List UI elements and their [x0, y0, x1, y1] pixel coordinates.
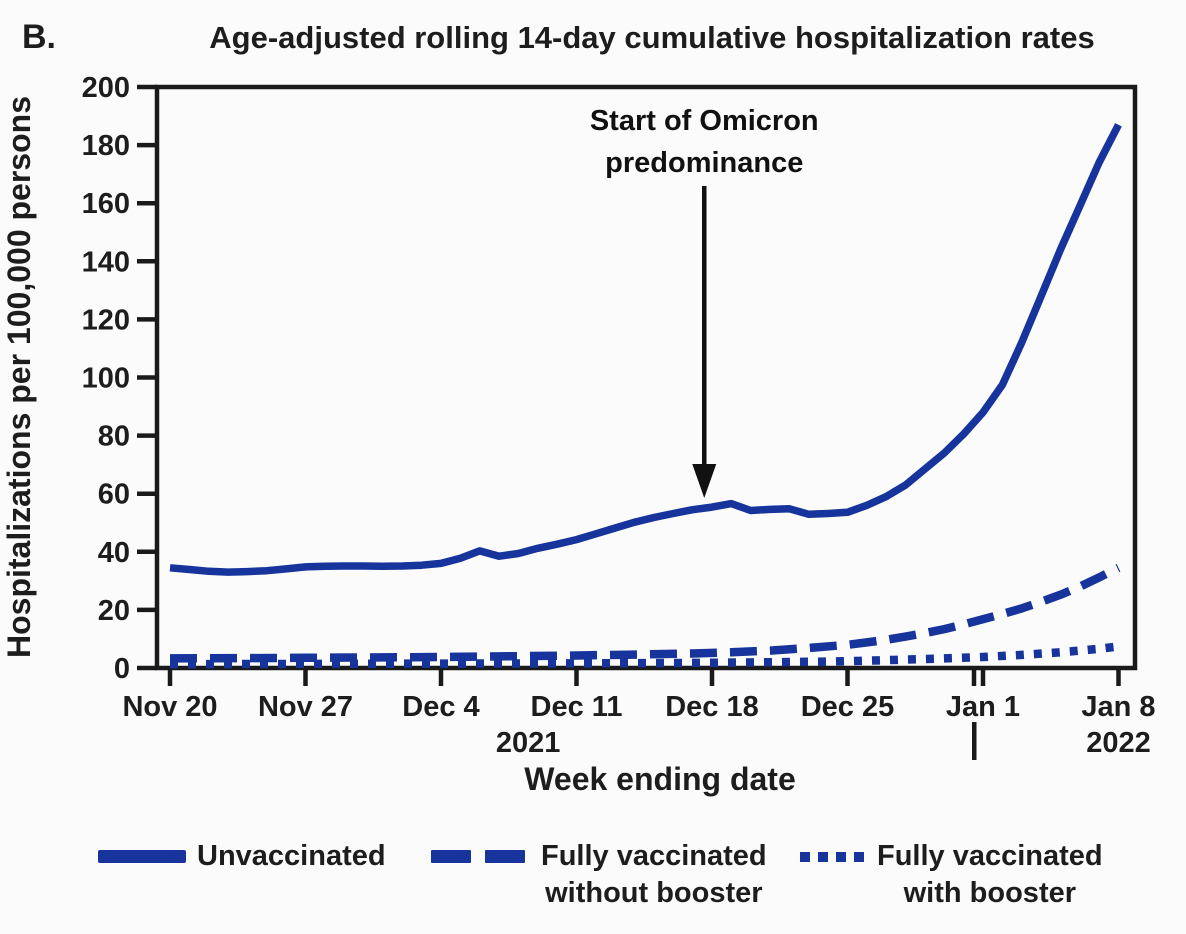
legend-item-fully-vaccinated-with-booster: Fully vaccinated with booster — [800, 838, 1103, 912]
data-series-lines — [169, 123, 1122, 669]
y-tick-label: 0 — [114, 653, 130, 685]
legend-label-fully-vaccinated-with-booster: Fully vaccinated with booster — [877, 838, 1103, 912]
axis-ticks-and-labels: 0 20 40 60 80 100 120 140 160 180 200 Nov 20 Nov 27 D… — [82, 72, 1156, 760]
annotation-text-line2: predominance — [605, 147, 803, 179]
x-tick-label: Jan 8 — [1081, 691, 1155, 723]
dotted-line-swatch — [800, 852, 864, 862]
x-tick-label: Dec 25 — [801, 691, 895, 723]
x-tick-label: Nov 27 — [258, 691, 353, 723]
y-tick-label: 140 — [82, 246, 130, 278]
arrow-head — [692, 464, 717, 499]
x-tick-label: Dec 18 — [665, 691, 759, 723]
y-tick-label: 180 — [82, 130, 130, 162]
y-tick-label: 200 — [82, 72, 130, 104]
down-arrow-icon — [692, 186, 717, 499]
series-line-dotted — [169, 642, 1120, 669]
chart-title: Age-adjusted rolling 14-day cumulative h… — [209, 20, 1094, 55]
y-tick-label: 160 — [82, 188, 130, 220]
y-tick-label: 80 — [98, 421, 130, 453]
legend-label-fully-vaccinated-without-booster: Fully vaccinated without booster — [541, 838, 767, 912]
legend-label-line2: with booster — [903, 877, 1077, 909]
x-tick-label: Dec 4 — [402, 691, 479, 723]
x-tick-label: Dec 11 — [531, 691, 623, 723]
legend-label-line1: Fully vaccinated — [541, 840, 767, 872]
solid-line-swatch — [98, 850, 186, 863]
legend-label-unvaccinated: Unvaccinated — [197, 840, 386, 872]
y-tick-label: 120 — [82, 304, 130, 336]
omicron-annotation: Start of Omicron predominance — [590, 105, 819, 499]
x-axis-title: Week ending date — [524, 761, 795, 797]
year-label: 2021 — [496, 727, 561, 759]
y-tick-label: 40 — [98, 537, 130, 569]
series-line-solid — [169, 123, 1122, 576]
legend-label-line1: Fully vaccinated — [877, 840, 1103, 872]
annotation-text-line1: Start of Omicron — [590, 105, 819, 137]
y-tick-label: 60 — [98, 479, 130, 511]
x-tick-label: Nov 20 — [122, 691, 217, 723]
x-tick-label: Jan 1 — [946, 691, 1020, 723]
panel-label: B. — [22, 18, 56, 56]
chart-legend: Unvaccinated Fully vaccinated without bo… — [0, 838, 1186, 934]
y-axis-title: Hospitalizations per 100,000 persons — [1, 96, 37, 658]
legend-item-unvaccinated: Unvaccinated — [98, 838, 386, 875]
legend-label-line2: without booster — [545, 877, 763, 909]
dashed-line-swatch — [431, 850, 525, 863]
y-tick-label: 100 — [82, 363, 130, 395]
year-label: 2022 — [1086, 727, 1151, 759]
series-line-dashed — [169, 563, 1121, 663]
legend-item-fully-vaccinated-without-booster: Fully vaccinated without booster — [431, 838, 767, 912]
y-tick-label: 20 — [98, 595, 130, 627]
year-divider-bar — [972, 722, 977, 760]
